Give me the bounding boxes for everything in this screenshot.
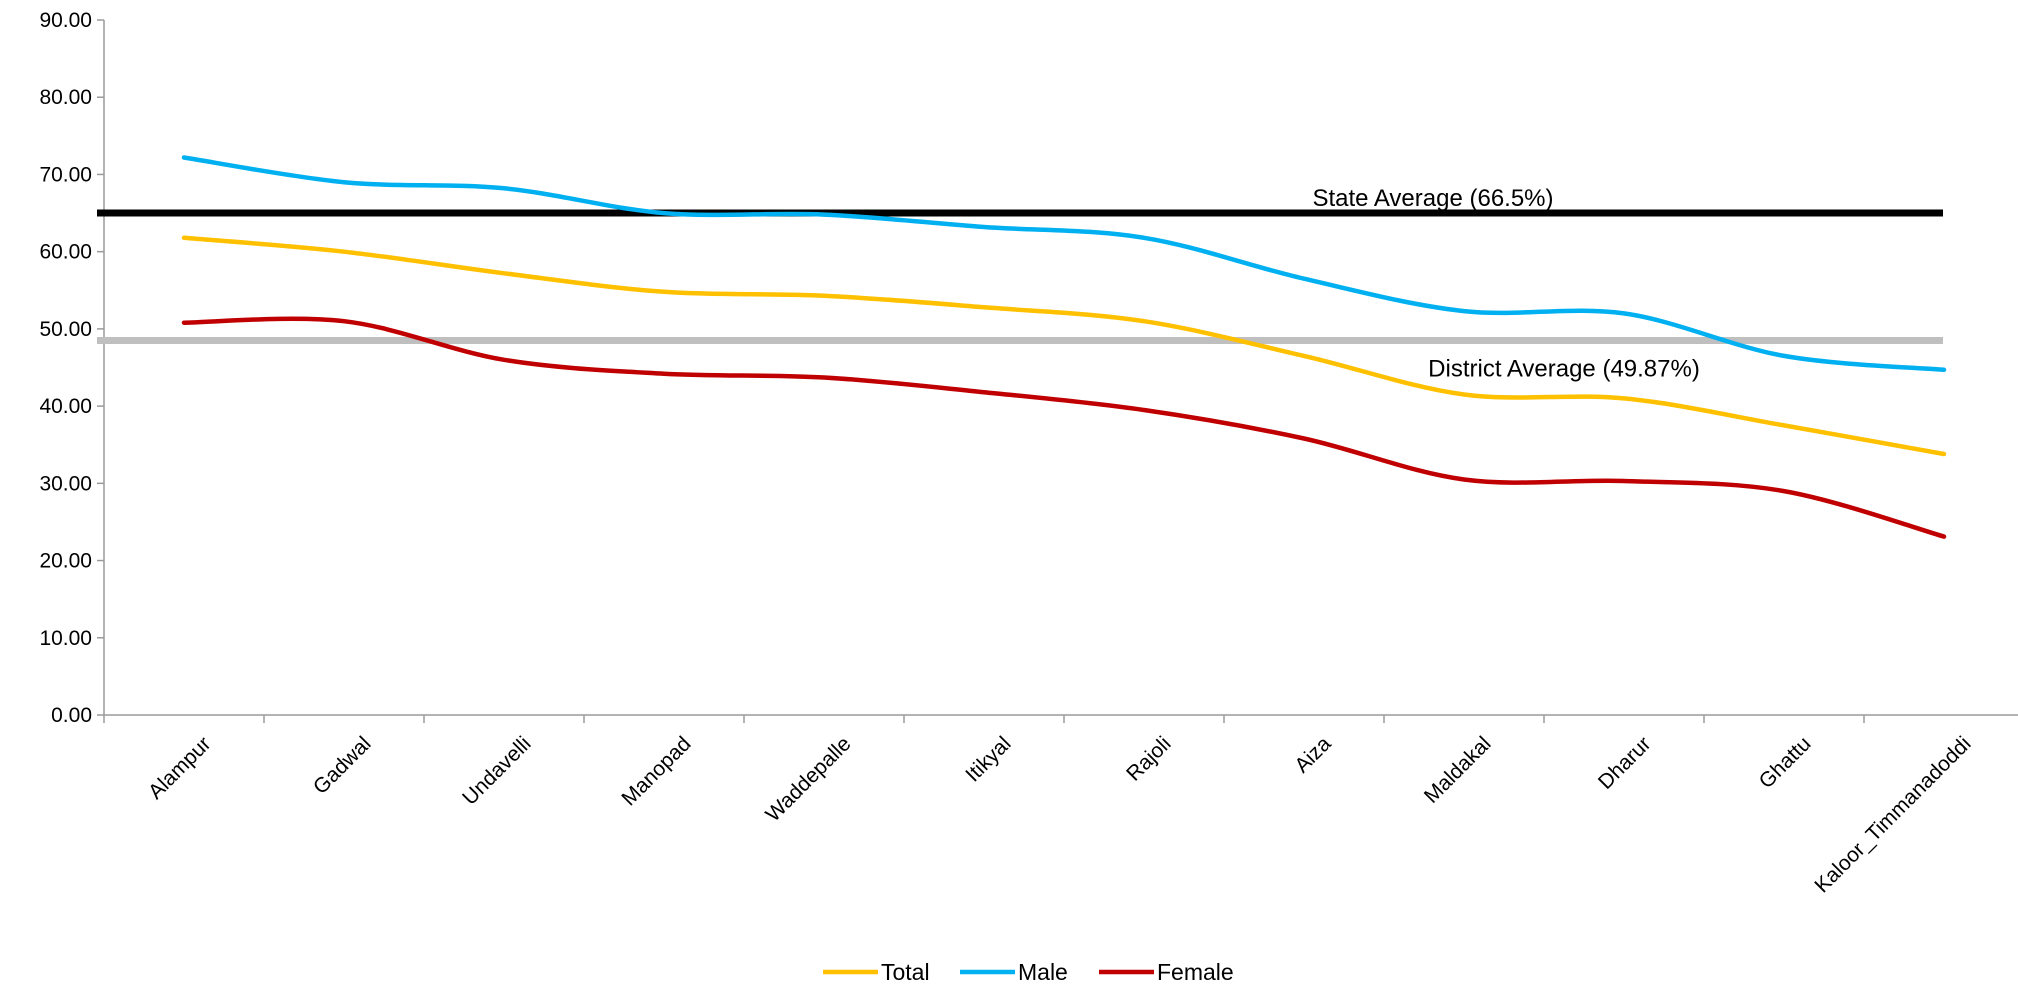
- y-tick-label: 30.00: [39, 472, 92, 495]
- x-tick-label: Aiza: [1290, 732, 1335, 777]
- y-axis: 0.00 10.00 20.00 30.00 40.00 50.00 60.00 70.00 8…: [39, 9, 105, 727]
- x-tick-label: Itikyal: [961, 732, 1015, 786]
- x-tick-label: Maldakal: [1420, 732, 1496, 808]
- x-axis: Alampur Gadwal Undavelli Manopad Waddepalle I…: [103, 714, 2018, 897]
- x-tick-label: Alampur: [144, 732, 216, 804]
- series-line-total: [181, 235, 1947, 457]
- y-tick-label: 0.00: [51, 704, 92, 727]
- y-tick-label: 40.00: [39, 395, 92, 418]
- x-tick-label: Ghattu: [1755, 732, 1816, 793]
- y-tick-label: 90.00: [39, 9, 92, 32]
- y-tick-label: 80.00: [39, 86, 92, 109]
- reference-labels: State Average (66.5%) District Average (4…: [1312, 185, 1699, 382]
- plot-area: 0.00 10.00 20.00 30.00 40.00 50.00 60.00 70.00 8…: [39, 9, 2018, 897]
- reference-lines: [97, 209, 1943, 344]
- y-tick-label: 60.00: [39, 241, 92, 264]
- series-line-female: [181, 316, 1947, 539]
- x-tick-label: Undavelli: [458, 732, 535, 809]
- x-tick-label: Waddepalle: [761, 732, 855, 826]
- reference-line-label: District Average (49.87%): [1428, 355, 1700, 382]
- legend-label: Male: [1018, 959, 1068, 985]
- series-lines: [181, 155, 1947, 539]
- y-tick-label: 20.00: [39, 550, 92, 573]
- series-line-male: [181, 155, 1947, 373]
- y-tick-label: 50.00: [39, 318, 92, 341]
- x-tick-label: Manopad: [617, 732, 695, 810]
- legend-item-female: Female: [1099, 959, 1234, 985]
- legend: Total Male Female: [823, 959, 1234, 985]
- reference-line-label: State Average (66.5%): [1312, 185, 1553, 212]
- x-tick-label: Gadwal: [309, 732, 376, 799]
- y-tick-label: 10.00: [39, 627, 92, 650]
- x-tick-label: Kaloor_Timmanadoddi: [1810, 732, 1975, 897]
- y-tick-label: 70.00: [39, 163, 92, 186]
- legend-item-male: Male: [960, 959, 1068, 985]
- x-tick-label: Dharur: [1594, 732, 1656, 794]
- legend-label: Female: [1157, 959, 1234, 985]
- x-tick-label: Rajoli: [1122, 732, 1175, 785]
- legend-item-total: Total: [823, 959, 930, 985]
- legend-label: Total: [881, 959, 930, 985]
